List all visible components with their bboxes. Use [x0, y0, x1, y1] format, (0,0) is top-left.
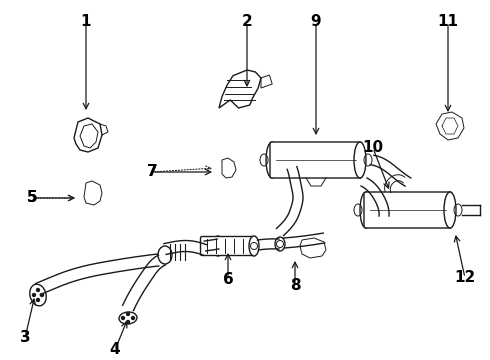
Text: 7: 7: [147, 165, 157, 180]
Circle shape: [36, 288, 40, 292]
Circle shape: [126, 320, 129, 324]
Circle shape: [131, 316, 134, 320]
Text: 9: 9: [311, 14, 321, 30]
Text: 8: 8: [290, 278, 300, 292]
Ellipse shape: [266, 142, 278, 178]
Text: 12: 12: [454, 270, 476, 285]
Ellipse shape: [249, 236, 259, 256]
Text: 7: 7: [147, 165, 157, 180]
Ellipse shape: [158, 246, 172, 264]
Circle shape: [41, 293, 44, 297]
Circle shape: [122, 316, 124, 320]
Circle shape: [32, 293, 35, 297]
FancyBboxPatch shape: [364, 192, 452, 228]
Text: 1: 1: [81, 14, 91, 30]
Ellipse shape: [354, 142, 366, 178]
Text: 11: 11: [438, 14, 459, 30]
FancyBboxPatch shape: [270, 142, 362, 178]
Text: 2: 2: [242, 14, 252, 30]
Ellipse shape: [275, 237, 285, 251]
Text: 5: 5: [26, 190, 37, 206]
Circle shape: [126, 312, 129, 315]
Ellipse shape: [213, 236, 223, 256]
FancyBboxPatch shape: [200, 237, 255, 256]
Ellipse shape: [360, 192, 372, 228]
Circle shape: [36, 298, 40, 302]
Ellipse shape: [444, 192, 456, 228]
Text: 3: 3: [20, 330, 30, 346]
Text: 6: 6: [222, 273, 233, 288]
Text: 4: 4: [110, 342, 121, 357]
Text: 5: 5: [26, 190, 37, 206]
Ellipse shape: [379, 211, 389, 225]
Text: 10: 10: [363, 140, 384, 156]
